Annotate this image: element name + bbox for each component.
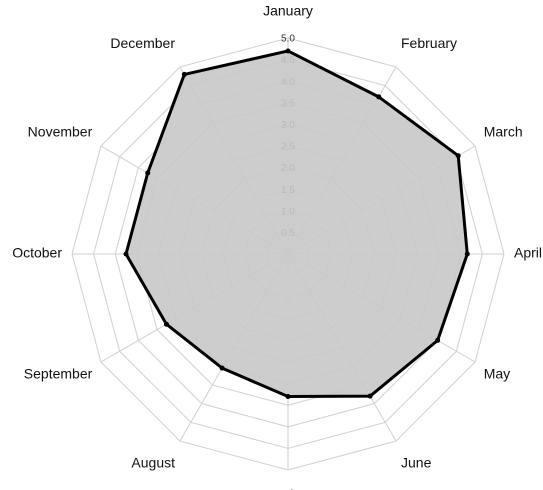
point	[455, 153, 461, 159]
category-label: December	[110, 35, 175, 51]
r-tick-label: 5.0	[281, 34, 295, 45]
point	[123, 251, 129, 257]
category-label: August	[131, 454, 175, 470]
radar-area	[124, 49, 469, 399]
category-label: November	[28, 124, 93, 140]
category-label: October	[12, 245, 62, 261]
point	[285, 48, 291, 54]
point	[163, 321, 169, 327]
point	[435, 337, 441, 343]
point	[376, 94, 382, 100]
category-label: May	[484, 366, 510, 382]
point	[285, 394, 291, 400]
category-label: June	[401, 454, 432, 470]
category-label: February	[401, 35, 457, 51]
grid-ring	[71, 37, 505, 471]
category-label: September	[24, 366, 93, 382]
point	[464, 251, 470, 257]
category-label: July	[276, 487, 301, 490]
category-label: March	[484, 124, 523, 140]
point	[219, 365, 225, 371]
category-label: January	[263, 3, 313, 19]
point	[181, 71, 187, 77]
category-label: April	[514, 245, 542, 261]
point	[367, 393, 373, 399]
point	[145, 170, 151, 176]
